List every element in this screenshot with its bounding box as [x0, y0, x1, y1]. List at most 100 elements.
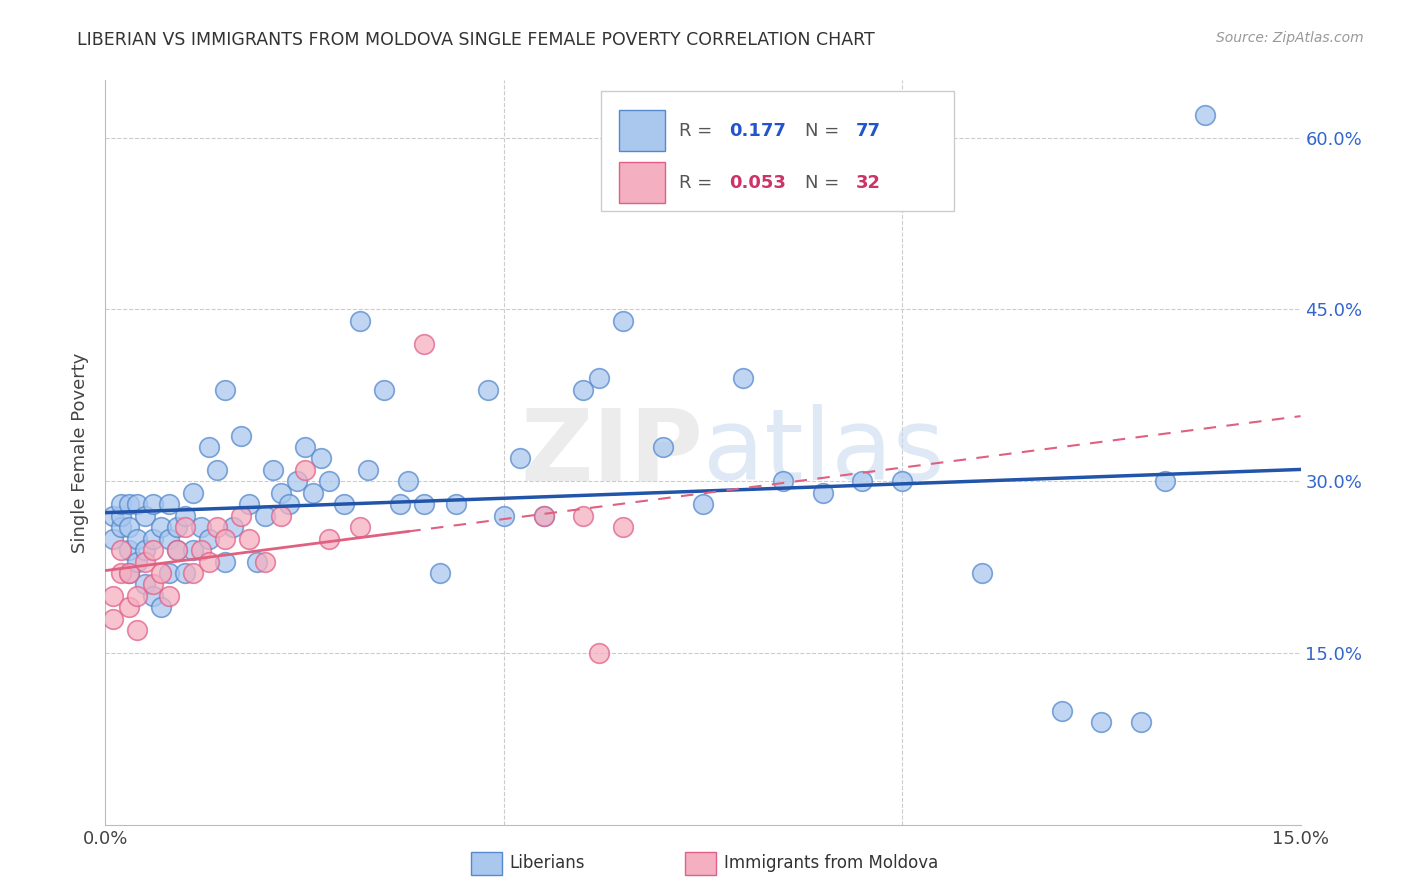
- Point: [492, 508, 515, 523]
- Point: [891, 475, 914, 489]
- Text: Source: ZipAtlas.com: Source: ZipAtlas.com: [1216, 31, 1364, 45]
- Point: [333, 497, 356, 511]
- Point: [229, 508, 252, 523]
- Point: [349, 314, 371, 328]
- Y-axis label: Single Female Poverty: Single Female Poverty: [72, 352, 90, 553]
- FancyBboxPatch shape: [602, 92, 953, 211]
- Point: [110, 520, 132, 534]
- Text: 77: 77: [856, 121, 882, 139]
- Point: [181, 543, 204, 558]
- Point: [127, 624, 149, 638]
- Point: [205, 463, 228, 477]
- Point: [166, 543, 188, 558]
- Point: [166, 520, 188, 534]
- Point: [166, 543, 188, 558]
- Point: [142, 577, 165, 591]
- Text: LIBERIAN VS IMMIGRANTS FROM MOLDOVA SINGLE FEMALE POVERTY CORRELATION CHART: LIBERIAN VS IMMIGRANTS FROM MOLDOVA SING…: [77, 31, 875, 49]
- Point: [318, 475, 340, 489]
- Point: [174, 566, 197, 580]
- Point: [509, 451, 531, 466]
- Point: [150, 600, 173, 615]
- Point: [349, 520, 371, 534]
- Point: [238, 497, 260, 511]
- Point: [134, 543, 156, 558]
- Point: [970, 566, 993, 580]
- Point: [253, 555, 276, 569]
- Point: [181, 566, 204, 580]
- Point: [190, 543, 212, 558]
- Text: 0.177: 0.177: [730, 121, 786, 139]
- Point: [811, 485, 834, 500]
- Text: 0.053: 0.053: [730, 174, 786, 192]
- Point: [214, 383, 236, 397]
- Point: [142, 532, 165, 546]
- Point: [588, 646, 610, 660]
- Point: [198, 440, 221, 454]
- Point: [118, 543, 141, 558]
- Point: [118, 497, 141, 511]
- Text: R =: R =: [679, 174, 718, 192]
- Point: [572, 508, 595, 523]
- Text: N =: N =: [804, 174, 839, 192]
- Point: [127, 555, 149, 569]
- Point: [157, 532, 180, 546]
- Point: [198, 532, 221, 546]
- Point: [270, 508, 292, 523]
- Text: Immigrants from Moldova: Immigrants from Moldova: [724, 855, 938, 872]
- Point: [118, 600, 141, 615]
- Point: [772, 475, 794, 489]
- Point: [222, 520, 245, 534]
- Point: [127, 532, 149, 546]
- Point: [444, 497, 467, 511]
- Point: [205, 520, 228, 534]
- Point: [1154, 475, 1177, 489]
- Point: [612, 314, 634, 328]
- Text: ZIP: ZIP: [520, 404, 703, 501]
- Point: [110, 543, 132, 558]
- Point: [246, 555, 269, 569]
- Point: [285, 475, 308, 489]
- Point: [612, 520, 634, 534]
- Point: [731, 371, 754, 385]
- Text: Liberians: Liberians: [509, 855, 585, 872]
- Point: [157, 566, 180, 580]
- Point: [103, 612, 125, 626]
- Point: [118, 566, 141, 580]
- Point: [198, 555, 221, 569]
- Point: [142, 543, 165, 558]
- Point: [238, 532, 260, 546]
- Point: [1130, 714, 1153, 729]
- Point: [174, 520, 197, 534]
- Point: [533, 508, 555, 523]
- Point: [103, 532, 125, 546]
- FancyBboxPatch shape: [619, 162, 665, 203]
- Point: [277, 497, 299, 511]
- Point: [270, 485, 292, 500]
- Point: [150, 520, 173, 534]
- Point: [318, 532, 340, 546]
- Point: [214, 532, 236, 546]
- Point: [588, 371, 610, 385]
- Text: R =: R =: [679, 121, 718, 139]
- Point: [692, 497, 714, 511]
- Point: [533, 508, 555, 523]
- Point: [572, 383, 595, 397]
- Point: [118, 520, 141, 534]
- Point: [134, 577, 156, 591]
- Point: [262, 463, 284, 477]
- Point: [301, 485, 323, 500]
- Point: [294, 440, 316, 454]
- Point: [134, 555, 156, 569]
- Point: [214, 555, 236, 569]
- Point: [309, 451, 332, 466]
- Point: [142, 589, 165, 603]
- Point: [127, 589, 149, 603]
- Point: [389, 497, 412, 511]
- Point: [103, 589, 125, 603]
- Point: [294, 463, 316, 477]
- Point: [150, 566, 173, 580]
- Point: [652, 440, 675, 454]
- Point: [110, 497, 132, 511]
- Point: [357, 463, 380, 477]
- Point: [181, 485, 204, 500]
